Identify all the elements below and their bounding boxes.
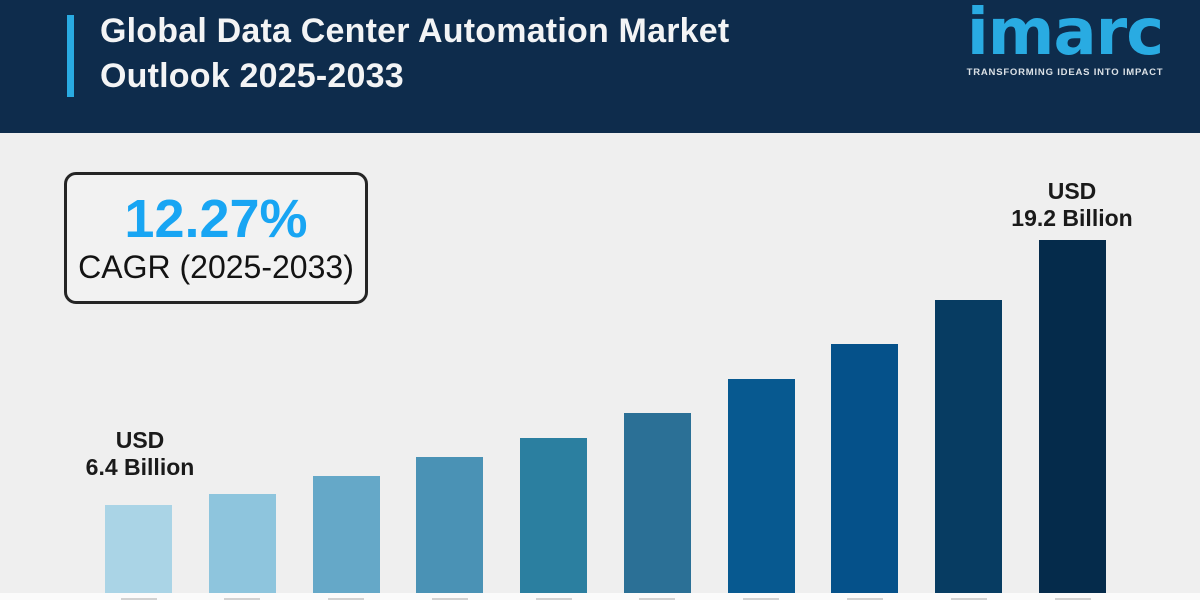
cagr-label: CAGR (2025-2033) [78,249,354,285]
bar-4 [416,457,484,593]
last-bar-label-line2: 19.2 Billion [1011,205,1133,231]
bar-chart [105,239,1106,593]
title-accent-bar [67,15,74,97]
bar-6 [623,413,691,593]
page-title-line2: Outlook 2025-2033 [100,57,404,95]
cagr-value: 12.27% [124,189,308,249]
bar-7 [727,379,795,593]
bar-1 [105,505,172,593]
cutoff-axis-label-mark [743,598,779,600]
cutoff-axis-label-mark [432,598,468,600]
imarc-logo-wordmark: imarc [966,0,1164,70]
cutoff-axis-label-mark [951,598,987,600]
bar-2 [208,494,276,593]
last-bar-value-label: USD 19.2 Billion [952,178,1192,232]
cutoff-axis-label-mark [1055,598,1091,600]
bar-3 [312,476,380,593]
cutoff-axis-label-mark [328,598,364,600]
axis-baseline-strip [0,593,1200,600]
cutoff-axis-label-mark [536,598,572,600]
first-bar-value-label: USD 6.4 Billion [20,427,260,481]
page-title: Global Data Center Automation Market Out… [100,9,729,99]
first-bar-label-line1: USD [115,427,165,453]
cutoff-axis-label-mark [639,598,675,600]
imarc-logo-tagline: TRANSFORMING IDEAS INTO IMPACT [966,67,1164,78]
bar-5 [520,438,588,593]
cutoff-axis-label-mark [121,598,157,600]
first-bar-label-line2: 6.4 Billion [85,454,195,480]
header: Global Data Center Automation Market Out… [0,0,1200,133]
page-title-line1: Global Data Center Automation Market [100,12,730,50]
bar-8 [831,344,899,593]
bar-10 [1038,240,1106,593]
cagr-callout-box: 12.27% CAGR (2025-2033) [64,172,368,304]
last-bar-label-line1: USD [1047,178,1097,204]
cutoff-axis-label-mark [847,598,883,600]
imarc-logo: imarc TRANSFORMING IDEAS INTO IMPACT [960,0,1170,79]
bar-9 [935,300,1003,593]
cutoff-axis-label-mark [224,598,260,600]
